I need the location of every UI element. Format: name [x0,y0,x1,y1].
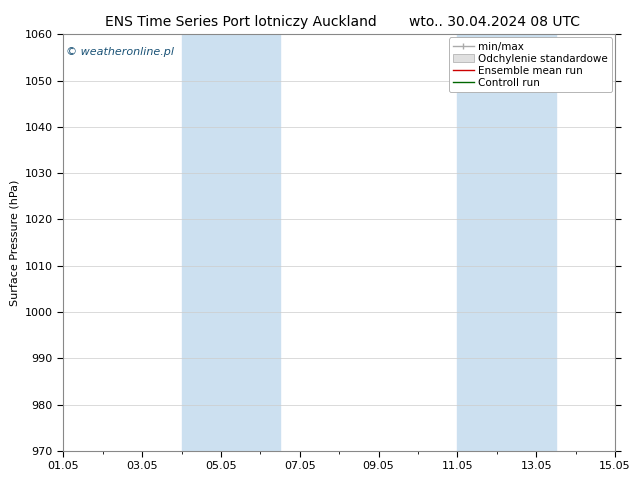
Legend: min/max, Odchylenie standardowe, Ensemble mean run, Controll run: min/max, Odchylenie standardowe, Ensembl… [449,37,612,92]
Text: © weatheronline.pl: © weatheronline.pl [66,47,174,57]
Text: ENS Time Series Port lotniczy Auckland: ENS Time Series Port lotniczy Auckland [105,15,377,29]
Text: wto.. 30.04.2024 08 UTC: wto.. 30.04.2024 08 UTC [409,15,580,29]
Bar [181,34,280,451]
Y-axis label: Surface Pressure (hPa): Surface Pressure (hPa) [10,179,19,306]
Bar [457,34,556,451]
